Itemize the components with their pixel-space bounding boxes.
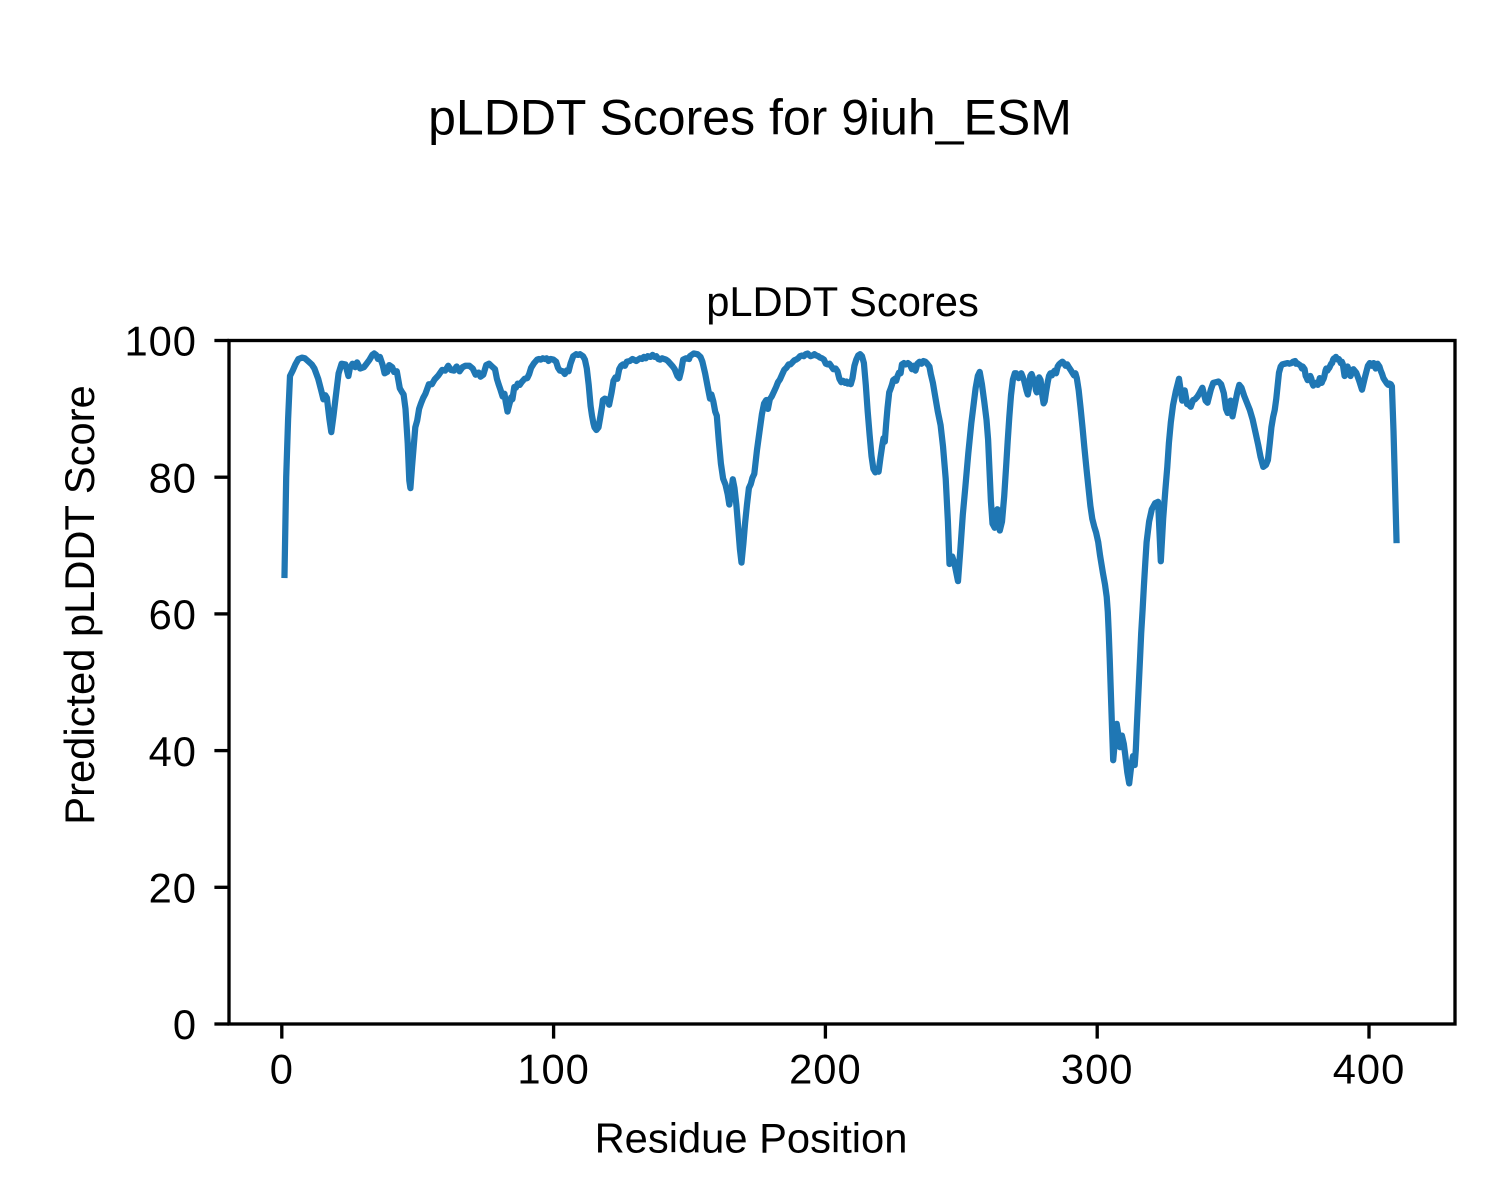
- svg-text:100: 100: [517, 1046, 590, 1093]
- svg-text:Residue Position: Residue Position: [595, 1115, 908, 1162]
- svg-text:Predicted pLDDT Score: Predicted pLDDT Score: [56, 385, 103, 824]
- svg-text:60: 60: [149, 591, 197, 638]
- svg-text:0: 0: [270, 1046, 294, 1093]
- svg-text:pLDDT Scores: pLDDT Scores: [706, 278, 979, 325]
- svg-text:80: 80: [149, 454, 197, 501]
- svg-text:20: 20: [149, 865, 197, 912]
- svg-text:400: 400: [1333, 1046, 1406, 1093]
- svg-text:100: 100: [124, 318, 197, 365]
- svg-text:300: 300: [1061, 1046, 1134, 1093]
- svg-text:200: 200: [789, 1046, 862, 1093]
- svg-text:40: 40: [149, 728, 197, 775]
- svg-text:pLDDT Scores for 9iuh_ESM: pLDDT Scores for 9iuh_ESM: [428, 89, 1072, 145]
- svg-text:0: 0: [173, 1001, 197, 1048]
